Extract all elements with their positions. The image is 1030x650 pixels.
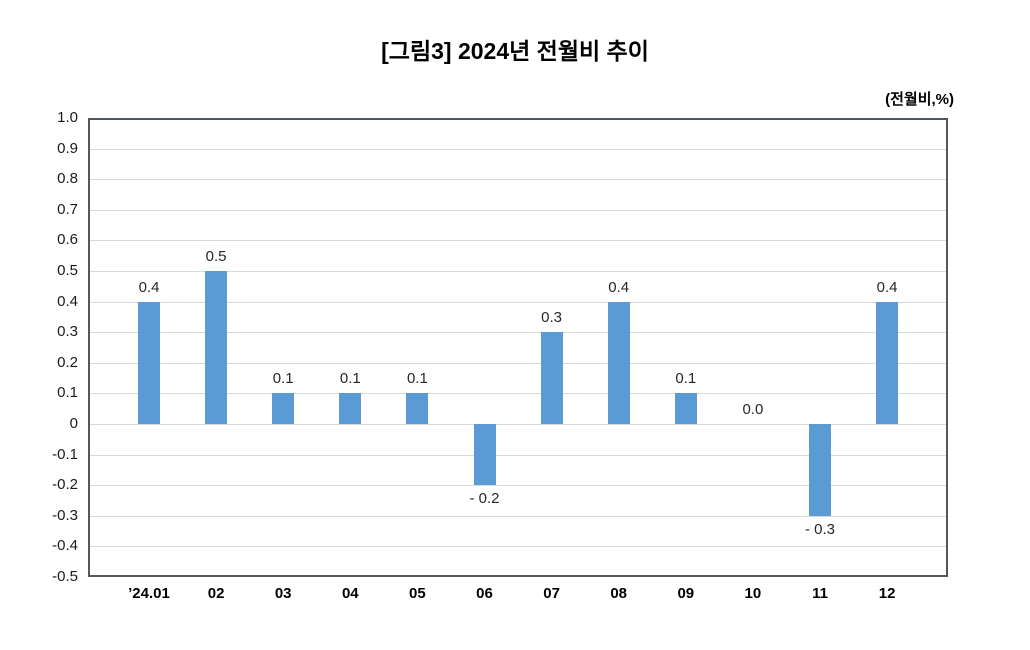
y-axis-tick-label: 0.4: [57, 292, 78, 310]
y-axis-tick-label: 0.8: [57, 170, 78, 188]
gridline: [88, 515, 948, 517]
bar: [540, 332, 563, 424]
y-axis-tick-label: -0.3: [52, 506, 78, 524]
y-axis-tick-label: 0.5: [57, 262, 78, 279]
bar-value-label: 0.1: [675, 370, 697, 388]
y-axis-tick-label: -0.4: [52, 537, 78, 555]
y-axis-tick-label: 0.9: [57, 139, 78, 157]
x-axis-tick-label: 08: [610, 585, 628, 602]
plot-area: [88, 118, 948, 577]
bar-value-label: - 0.2: [469, 490, 500, 508]
bar: [138, 301, 160, 424]
x-axis-tick-label: 12: [878, 585, 896, 602]
gridline: [88, 393, 948, 395]
gridline: [88, 240, 948, 242]
bar: [674, 393, 697, 424]
y-axis-tick-label: 0.1: [57, 384, 78, 402]
gridline: [88, 332, 948, 334]
gridline: [88, 148, 948, 150]
unit-label: (전월비,%): [885, 91, 954, 108]
gridline: [88, 424, 948, 425]
y-axis-tick-label: 0.3: [57, 323, 78, 341]
bar: [473, 424, 496, 486]
gridline: [88, 485, 948, 487]
gridline: [88, 301, 948, 303]
x-axis-tick-label: 11: [812, 585, 828, 602]
x-axis-tick-label: 05: [409, 585, 426, 602]
x-axis-tick-label: 06: [476, 585, 493, 602]
gridline: [88, 209, 948, 211]
y-axis-tick-label: -0.5: [52, 568, 78, 585]
bar-value-label: - 0.3: [804, 520, 835, 538]
bar-value-label: 0.3: [541, 309, 563, 327]
gridline: [88, 362, 948, 364]
gridline: [88, 454, 948, 456]
x-axis-tick-label: 02: [207, 585, 225, 602]
bar: [272, 393, 295, 424]
x-axis-tick-label: 07: [543, 585, 560, 602]
bar: [607, 301, 630, 424]
x-axis-tick-label: 03: [274, 585, 292, 602]
gridline: [88, 546, 948, 548]
y-axis-tick-label: -0.2: [52, 476, 78, 494]
bar-value-label: 0.1: [339, 370, 361, 388]
bar-value-label: 0.1: [406, 370, 428, 388]
bar-value-label: 0.1: [272, 370, 294, 388]
x-axis-tick-label: ’24.01: [128, 585, 170, 602]
bar: [406, 393, 429, 424]
x-axis-tick-label: 04: [341, 585, 359, 602]
x-axis-tick-label: 09: [677, 585, 695, 602]
x-axis-tick-label: 10: [744, 585, 762, 602]
y-axis-tick-label: 1.0: [57, 109, 78, 126]
bar: [339, 393, 362, 424]
y-axis-tick-label: 0: [69, 415, 78, 432]
y-axis-tick-label: 0.2: [57, 353, 78, 371]
y-axis-tick-label: -0.1: [52, 445, 78, 463]
bar-value-label: 0.5: [205, 248, 227, 265]
chart-title: [그림3] 2024년 전월비 추이: [381, 38, 649, 64]
bar-value-label: 0.4: [608, 278, 630, 296]
bar-value-label: 0.4: [876, 278, 898, 296]
y-axis-tick-label: 0.6: [57, 231, 78, 249]
bar: [205, 271, 228, 424]
y-axis-tick-label: 0.7: [57, 200, 78, 218]
bar: [809, 424, 831, 516]
bar: [876, 301, 899, 424]
bar-value-label: 0.4: [138, 278, 160, 296]
gridline: [88, 179, 948, 181]
bar-value-label: 0.0: [742, 401, 764, 418]
gridline: [88, 271, 948, 272]
